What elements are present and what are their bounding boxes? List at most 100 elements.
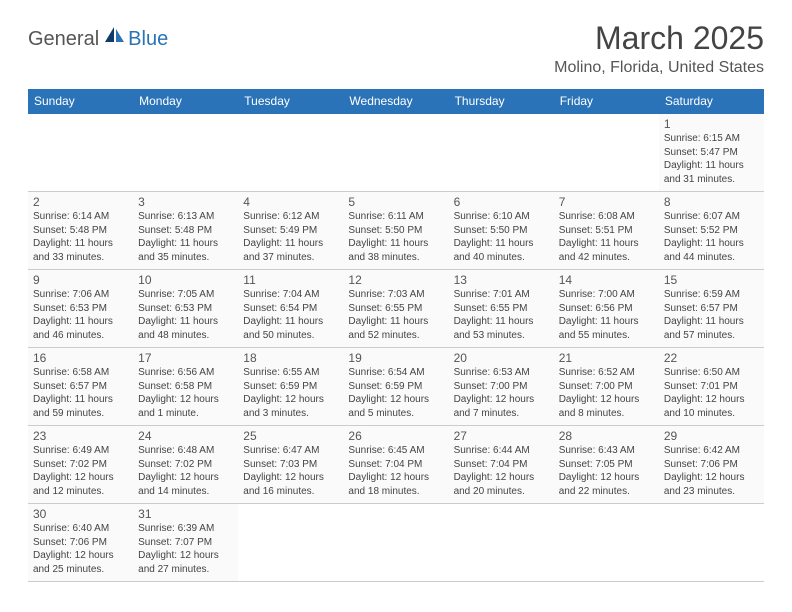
sunrise-line: Sunrise: 6:42 AM [664,444,759,458]
sunrise-line: Sunrise: 6:40 AM [33,522,128,536]
page-header: General Blue March 2025 Molino, Florida,… [28,20,764,77]
day-number: 19 [348,351,443,365]
sunset-line: Sunset: 5:49 PM [243,224,338,238]
calendar-cell: 27Sunrise: 6:44 AMSunset: 7:04 PMDayligh… [449,426,554,504]
sunset-line: Sunset: 5:50 PM [348,224,443,238]
sunrise-line: Sunrise: 6:44 AM [454,444,549,458]
daylight-line: Daylight: 11 hours and 55 minutes. [559,315,654,342]
calendar-cell: 12Sunrise: 7:03 AMSunset: 6:55 PMDayligh… [343,270,448,348]
day-number: 28 [559,429,654,443]
sunrise-line: Sunrise: 6:47 AM [243,444,338,458]
sunrise-line: Sunrise: 7:04 AM [243,288,338,302]
sunset-line: Sunset: 7:00 PM [559,380,654,394]
daylight-line: Daylight: 11 hours and 50 minutes. [243,315,338,342]
daylight-line: Daylight: 11 hours and 44 minutes. [664,237,759,264]
calendar-cell [554,504,659,582]
sunrise-line: Sunrise: 7:01 AM [454,288,549,302]
logo-text-general: General [28,28,99,51]
sunrise-line: Sunrise: 6:59 AM [664,288,759,302]
sunset-line: Sunset: 5:48 PM [33,224,128,238]
sunrise-line: Sunrise: 6:52 AM [559,366,654,380]
sunset-line: Sunset: 7:05 PM [559,458,654,472]
sunset-line: Sunset: 6:59 PM [243,380,338,394]
sunrise-line: Sunrise: 6:39 AM [138,522,233,536]
day-number: 27 [454,429,549,443]
calendar-cell: 14Sunrise: 7:00 AMSunset: 6:56 PMDayligh… [554,270,659,348]
sunrise-line: Sunrise: 6:53 AM [454,366,549,380]
calendar-row: 16Sunrise: 6:58 AMSunset: 6:57 PMDayligh… [28,348,764,426]
sunrise-line: Sunrise: 7:05 AM [138,288,233,302]
calendar-cell [449,114,554,192]
weekday-header: Friday [554,89,659,114]
sunrise-line: Sunrise: 6:58 AM [33,366,128,380]
title-block: March 2025 Molino, Florida, United State… [554,20,764,77]
sunset-line: Sunset: 5:51 PM [559,224,654,238]
daylight-line: Daylight: 11 hours and 48 minutes. [138,315,233,342]
calendar-cell: 24Sunrise: 6:48 AMSunset: 7:02 PMDayligh… [133,426,238,504]
daylight-line: Daylight: 11 hours and 57 minutes. [664,315,759,342]
daylight-line: Daylight: 12 hours and 12 minutes. [33,471,128,498]
calendar-cell: 20Sunrise: 6:53 AMSunset: 7:00 PMDayligh… [449,348,554,426]
sunset-line: Sunset: 6:57 PM [664,302,759,316]
daylight-line: Daylight: 12 hours and 1 minute. [138,393,233,420]
day-number: 26 [348,429,443,443]
daylight-line: Daylight: 11 hours and 42 minutes. [559,237,654,264]
sunset-line: Sunset: 6:54 PM [243,302,338,316]
calendar-row: 2Sunrise: 6:14 AMSunset: 5:48 PMDaylight… [28,192,764,270]
day-number: 11 [243,273,338,287]
day-number: 4 [243,195,338,209]
weekday-header: Saturday [659,89,764,114]
sunrise-line: Sunrise: 6:49 AM [33,444,128,458]
daylight-line: Daylight: 12 hours and 10 minutes. [664,393,759,420]
logo: General Blue [28,20,168,51]
calendar-row: 1Sunrise: 6:15 AMSunset: 5:47 PMDaylight… [28,114,764,192]
daylight-line: Daylight: 12 hours and 23 minutes. [664,471,759,498]
daylight-line: Daylight: 11 hours and 59 minutes. [33,393,128,420]
day-number: 5 [348,195,443,209]
calendar-cell: 6Sunrise: 6:10 AMSunset: 5:50 PMDaylight… [449,192,554,270]
sunrise-line: Sunrise: 6:54 AM [348,366,443,380]
location-text: Molino, Florida, United States [554,59,764,77]
daylight-line: Daylight: 12 hours and 25 minutes. [33,549,128,576]
sunset-line: Sunset: 7:06 PM [33,536,128,550]
sunrise-line: Sunrise: 6:55 AM [243,366,338,380]
page-title: March 2025 [554,20,764,57]
sunrise-line: Sunrise: 6:08 AM [559,210,654,224]
day-number: 29 [664,429,759,443]
calendar-row: 30Sunrise: 6:40 AMSunset: 7:06 PMDayligh… [28,504,764,582]
daylight-line: Daylight: 11 hours and 37 minutes. [243,237,338,264]
day-number: 14 [559,273,654,287]
calendar-row: 23Sunrise: 6:49 AMSunset: 7:02 PMDayligh… [28,426,764,504]
sunset-line: Sunset: 6:55 PM [348,302,443,316]
day-number: 21 [559,351,654,365]
calendar-cell: 4Sunrise: 6:12 AMSunset: 5:49 PMDaylight… [238,192,343,270]
calendar-cell: 21Sunrise: 6:52 AMSunset: 7:00 PMDayligh… [554,348,659,426]
weekday-header: Tuesday [238,89,343,114]
day-number: 16 [33,351,128,365]
daylight-line: Daylight: 12 hours and 14 minutes. [138,471,233,498]
sunset-line: Sunset: 5:52 PM [664,224,759,238]
calendar-cell: 19Sunrise: 6:54 AMSunset: 6:59 PMDayligh… [343,348,448,426]
calendar-table: SundayMondayTuesdayWednesdayThursdayFrid… [28,89,764,582]
calendar-cell: 9Sunrise: 7:06 AMSunset: 6:53 PMDaylight… [28,270,133,348]
sunset-line: Sunset: 7:02 PM [138,458,233,472]
calendar-cell [449,504,554,582]
sunset-line: Sunset: 6:57 PM [33,380,128,394]
daylight-line: Daylight: 11 hours and 53 minutes. [454,315,549,342]
calendar-cell: 26Sunrise: 6:45 AMSunset: 7:04 PMDayligh… [343,426,448,504]
daylight-line: Daylight: 12 hours and 22 minutes. [559,471,654,498]
sunset-line: Sunset: 6:53 PM [138,302,233,316]
sunrise-line: Sunrise: 6:15 AM [664,132,759,146]
day-number: 25 [243,429,338,443]
calendar-cell: 10Sunrise: 7:05 AMSunset: 6:53 PMDayligh… [133,270,238,348]
daylight-line: Daylight: 11 hours and 40 minutes. [454,237,549,264]
daylight-line: Daylight: 12 hours and 27 minutes. [138,549,233,576]
calendar-cell [659,504,764,582]
day-number: 17 [138,351,233,365]
calendar-cell: 29Sunrise: 6:42 AMSunset: 7:06 PMDayligh… [659,426,764,504]
day-number: 30 [33,507,128,521]
daylight-line: Daylight: 11 hours and 33 minutes. [33,237,128,264]
calendar-cell [238,114,343,192]
sunrise-line: Sunrise: 6:50 AM [664,366,759,380]
daylight-line: Daylight: 11 hours and 31 minutes. [664,159,759,186]
